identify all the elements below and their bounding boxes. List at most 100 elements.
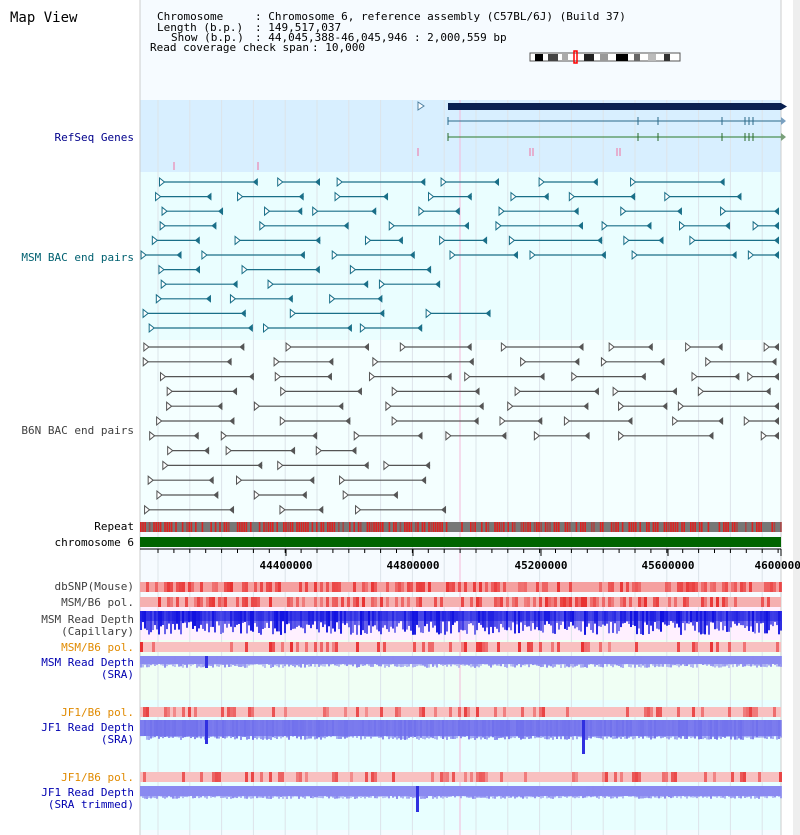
read-depth-bar (224, 786, 226, 798)
read-depth-bar (256, 720, 258, 740)
bac-end-arrow-icon (409, 251, 415, 259)
read-depth-bar (642, 786, 644, 799)
read-depth-bar (172, 720, 174, 738)
repeat-mark (291, 522, 294, 532)
track-labels: RefSeq Genes MSM BAC end pairs B6N BAC e… (21, 131, 134, 811)
read-depth-bar (396, 786, 398, 799)
repeat-mark (140, 522, 142, 532)
read-depth-bar (512, 786, 514, 797)
chromosome-ideogram[interactable] (529, 50, 681, 64)
read-depth-bar (462, 720, 464, 737)
heat-cell (494, 707, 497, 717)
bac-end-arrow-icon (142, 356, 150, 367)
repeat-mark (694, 522, 696, 532)
bac-end-arrow-icon (563, 415, 571, 427)
read-depth-bar (712, 656, 714, 667)
read-depth-bar (658, 786, 660, 799)
read-depth-bar (146, 786, 148, 799)
heat-cell (269, 642, 272, 652)
read-depth-bar (752, 656, 754, 666)
refseq-gene-block[interactable] (448, 103, 781, 110)
heat-cell (320, 597, 323, 607)
read-depth-bar (370, 786, 372, 798)
refseq-genes-track[interactable] (173, 101, 787, 170)
read-depth-bar (502, 656, 504, 665)
read-depth-bar (320, 656, 322, 666)
repeat-mark (756, 522, 758, 532)
read-depth-bar (240, 656, 242, 668)
read-depth-bar (424, 611, 426, 627)
read-depth-bar (442, 720, 444, 739)
bac-end-arrow-icon (299, 251, 305, 259)
repeat-mark (265, 522, 267, 532)
heat-cell (590, 597, 593, 607)
transcript-arrow-icon (781, 133, 786, 141)
read-depth-bar (662, 786, 664, 797)
axis-tick-label: 45600000 (642, 559, 695, 572)
read-depth-bar (196, 656, 198, 668)
axis-tick-label: 45200000 (515, 559, 568, 572)
label-b6n-bac[interactable]: B6N BAC end pairs (21, 424, 134, 437)
repeat-mark (584, 522, 586, 532)
heat-cell (305, 582, 308, 592)
bac-end-arrow-icon (718, 417, 724, 425)
read-depth-bar (602, 720, 604, 740)
msm-bac-end-pairs-track[interactable] (140, 176, 779, 334)
repeat-mark (564, 522, 567, 532)
bac-end-arrow-icon (466, 192, 472, 201)
read-depth-bar (450, 786, 452, 797)
page-title: Map View (10, 10, 78, 26)
read-depth-bar (550, 786, 552, 799)
read-depth-bar (344, 786, 346, 798)
label-refseq-genes[interactable]: RefSeq Genes (55, 131, 134, 144)
bac-end-arrow-icon (774, 343, 779, 351)
read-depth-bar (602, 656, 604, 668)
repeat-mark (652, 522, 655, 532)
read-depth-bar (404, 611, 406, 632)
read-depth-bar (428, 786, 430, 797)
read-depth-bar (186, 656, 188, 668)
label-msm-bac[interactable]: MSM BAC end pairs (21, 251, 134, 264)
repeat-mark (472, 522, 474, 532)
read-depth-bar (702, 656, 704, 665)
read-depth-bar (274, 611, 276, 629)
repeat-mark (727, 522, 729, 532)
read-depth-bar (358, 786, 360, 797)
read-depth-bar (152, 611, 154, 631)
read-depth-bar (156, 786, 158, 799)
read-depth-bar (734, 720, 736, 740)
read-depth-bar (418, 720, 420, 740)
read-depth-bar (758, 611, 760, 633)
b6n-bac-end-pairs-track[interactable] (142, 341, 779, 515)
read-depth-bar (596, 786, 598, 798)
read-depth-bar (618, 720, 620, 738)
read-depth-bar (326, 786, 328, 797)
read-depth-bar (648, 720, 650, 738)
read-depth-bar (380, 656, 382, 667)
bac-end-arrow-icon (662, 402, 668, 411)
scrollbar[interactable] (793, 0, 800, 835)
heat-cell (350, 772, 353, 782)
read-depth-bar (160, 611, 162, 627)
read-depth-bar (162, 786, 164, 798)
read-depth-bar (242, 786, 244, 797)
read-depth-bar (656, 656, 658, 667)
read-depth-bar (166, 611, 168, 630)
read-depth-bar (286, 611, 288, 625)
repeat-mark (210, 522, 212, 532)
read-depth-bar (154, 611, 156, 626)
repeat-mark (470, 522, 472, 532)
heat-cell (746, 707, 749, 717)
bac-end-arrow-icon (166, 386, 173, 397)
label-repeat: Repeat (94, 520, 134, 533)
read-depth-bar (652, 611, 654, 632)
read-depth-bar (736, 656, 738, 667)
bac-end-arrow-icon (262, 322, 270, 334)
read-depth-bar (690, 720, 692, 739)
heat-cell (545, 582, 548, 592)
bac-end-arrow-icon (391, 386, 399, 397)
repeat-mark (683, 522, 685, 532)
read-depth-bar (682, 720, 684, 737)
read-depth-bar (410, 720, 412, 737)
read-depth-bar (254, 611, 256, 624)
